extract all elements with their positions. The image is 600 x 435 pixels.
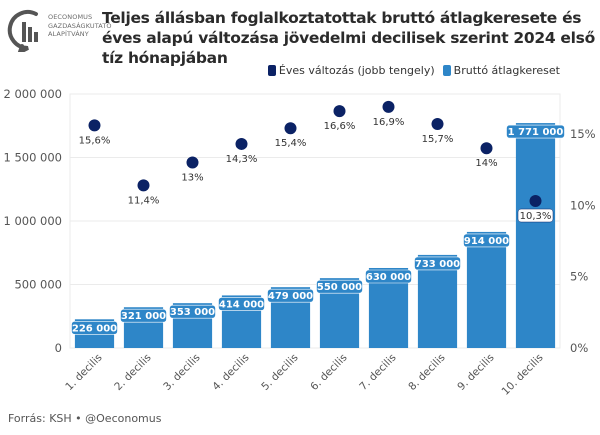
left-axis-tick-label: 2 000 000 [3, 87, 62, 101]
point-label: 14% [475, 158, 497, 169]
category-label: 2. decilis [112, 352, 153, 393]
change-point [284, 122, 297, 135]
bar-label-bg [218, 297, 265, 311]
legend: Éves változás (jobb tengely) Bruttó átla… [267, 64, 560, 77]
bar [515, 123, 556, 348]
point-label-bg [517, 208, 554, 223]
bar-label-bg [71, 320, 118, 335]
bar-label-bg [169, 304, 216, 319]
point-label: 16,6% [324, 121, 356, 132]
bar-label: 353 000 [170, 307, 215, 318]
change-point [382, 100, 395, 113]
point-label: 16,9% [373, 117, 405, 128]
point-label: 13% [181, 172, 203, 183]
point-label: 15,7% [422, 134, 454, 145]
category-label: 6. decilis [308, 352, 349, 393]
change-point [186, 156, 199, 169]
legend-label-change: Éves változás (jobb tengely) [278, 64, 435, 77]
right-axis-tick-label: 5% [570, 270, 588, 284]
point-label: 10,3% [520, 211, 552, 222]
legend-item-change: Éves változás (jobb tengely) [267, 64, 435, 77]
bar-label-bg [506, 124, 565, 139]
category-label: 4. decilis [210, 352, 251, 393]
right-axis-tick-label: 15% [570, 127, 596, 141]
legend-swatch-salary [442, 65, 451, 76]
point-label: 14,3% [226, 154, 258, 165]
bar [417, 254, 458, 348]
change-point [529, 195, 542, 208]
bar-label: 1 771 000 [508, 127, 564, 138]
point-label: 11,4% [128, 195, 160, 206]
category-label: 9. decilis [455, 352, 496, 393]
category-label: 10. decilis [500, 352, 546, 398]
chart-title: Teljes állásban foglalkoztatottak bruttó… [102, 9, 595, 67]
left-axis-tick-label: 0 [55, 341, 62, 355]
point-label: 15,6% [79, 135, 111, 146]
change-point [88, 119, 101, 132]
logo-line: ALAPÍTVÁNY [48, 30, 89, 38]
bar-label-bg [316, 279, 363, 294]
bar-label-bg [267, 288, 314, 303]
change-point [137, 179, 150, 192]
legend-swatch-change [267, 65, 276, 76]
category-label: 7. decilis [357, 352, 398, 393]
left-axis-tick-label: 1 500 000 [3, 151, 62, 165]
logo-text: OECONOMUS GAZDASÁGKUTATÓ ALAPÍTVÁNY [48, 13, 112, 39]
bar-label: 226 000 [72, 323, 117, 334]
right-axis-tick-label: 10% [570, 198, 596, 212]
left-axis-tick-label: 500 000 [14, 278, 62, 292]
bar-label-bg [365, 269, 412, 284]
category-label: 1. decilis [63, 352, 104, 393]
right-axis-tick-label: 0% [570, 341, 588, 355]
bar-label: 550 000 [317, 282, 362, 293]
bar-label-bg [414, 256, 461, 271]
bar-label: 733 000 [415, 259, 460, 270]
bar-label: 414 000 [219, 299, 264, 310]
bar-label-bg [120, 308, 167, 323]
change-point [480, 142, 493, 155]
category-label: 8. decilis [406, 352, 447, 393]
bar-label: 321 000 [121, 311, 166, 322]
bar-label-bg [463, 233, 510, 248]
category-label: 3. decilis [161, 352, 202, 393]
legend-item-salary: Bruttó átlagkereset [442, 64, 560, 77]
bar-label: 479 000 [268, 291, 313, 302]
logo-line: OECONOMUS [48, 13, 93, 21]
bar-label: 914 000 [464, 236, 509, 247]
point-label: 15,4% [275, 138, 307, 149]
bar [466, 231, 507, 348]
change-point [235, 137, 248, 150]
source-footer: Forrás: KSH • @Oeconomus [8, 412, 162, 425]
legend-label-salary: Bruttó átlagkereset [453, 64, 560, 77]
logo-line: GAZDASÁGKUTATÓ [48, 21, 112, 30]
bar-label: 630 000 [366, 272, 411, 283]
change-point [431, 117, 444, 130]
change-point [333, 105, 346, 118]
left-axis-tick-label: 1 000 000 [3, 214, 62, 228]
oeconomus-logo-icon [7, 10, 38, 52]
category-label: 5. decilis [259, 352, 300, 393]
